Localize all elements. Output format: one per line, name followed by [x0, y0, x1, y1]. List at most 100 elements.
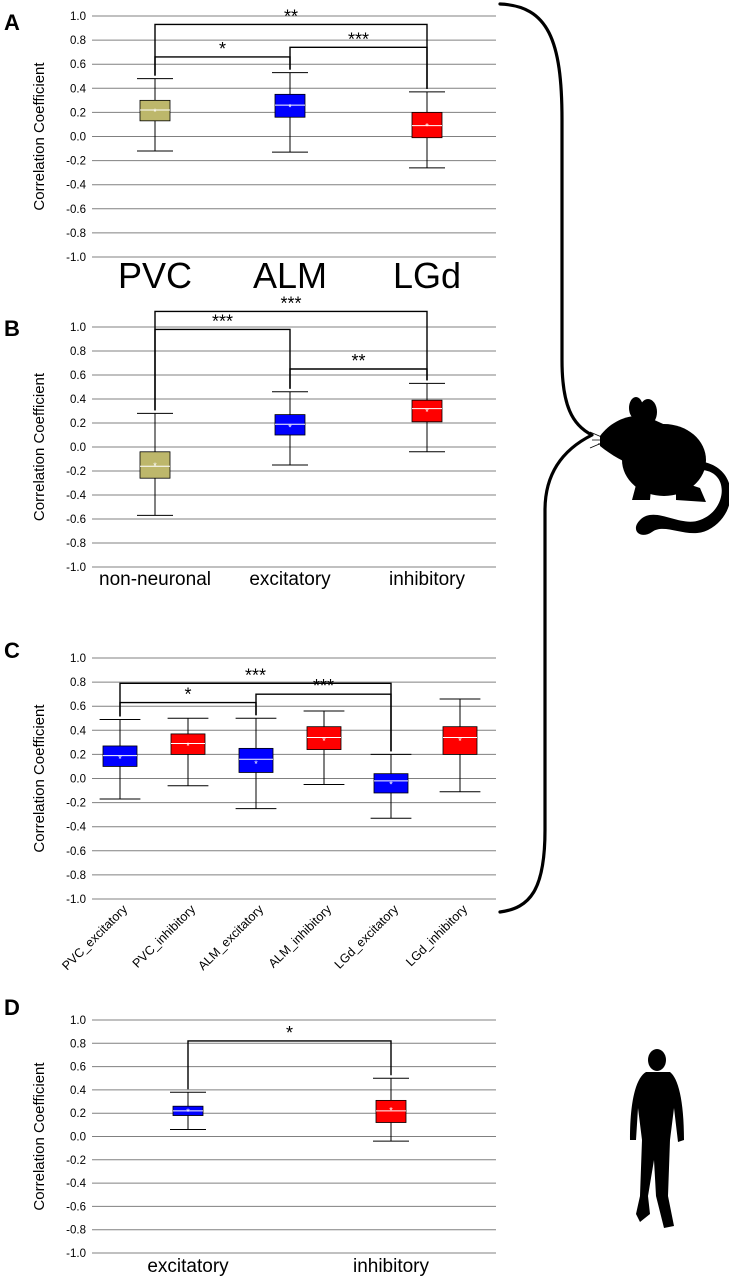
significance-bracket: ** — [289, 351, 428, 389]
y-tick-label: 0.2 — [70, 418, 86, 430]
significance-bracket: * — [119, 685, 257, 717]
significance-stars: *** — [212, 311, 233, 331]
mean-marker: * — [186, 741, 190, 751]
mean-marker: * — [186, 1107, 190, 1117]
curly-brace-icon — [498, 2, 594, 914]
y-tick-label: 0.0 — [70, 442, 86, 454]
iqr-box — [411, 112, 443, 139]
iqr-box — [274, 93, 306, 118]
iqr-box — [274, 414, 306, 436]
y-axis-label: Correlation Coefficient — [31, 1062, 48, 1211]
iqr-box — [373, 773, 409, 794]
significance-bracket: *** — [255, 676, 392, 752]
bracket-line — [154, 310, 428, 411]
significance-bracket: *** — [154, 311, 291, 411]
x-category-label: PVC — [118, 255, 192, 296]
y-tick-label: -0.4 — [66, 822, 86, 834]
x-category-label: LGd_excitatory — [332, 902, 402, 972]
mean-marker: * — [153, 461, 157, 471]
significance-bracket: *** — [289, 29, 428, 89]
significance-stars: * — [219, 39, 226, 59]
box-lgd-inhibitory: * — [439, 698, 481, 793]
x-category-label: excitatory — [249, 569, 331, 590]
iqr-box — [170, 733, 206, 755]
x-category-label: LGd — [393, 255, 461, 296]
x-category-label: ALM_inhibitory — [266, 902, 335, 971]
x-category-label: excitatory — [147, 1256, 229, 1277]
y-axis-label: Correlation Coefficient — [31, 704, 48, 853]
bracket-line — [154, 328, 291, 411]
y-tick-label: -0.8 — [66, 228, 86, 240]
box-alm: * — [272, 72, 308, 153]
y-tick-label: 0.8 — [70, 677, 86, 689]
panel-c: C 1.0 0.8 0.6 0.4 0.2 0.0 -0.2 -0.4 -0.6 -0.8 -1.0 C… — [4, 638, 496, 973]
x-category-label: ALM_excitatory — [195, 902, 266, 973]
panel-b: B 1.0 0.8 0.6 0.4 0.2 0.0 -0.2 -0.4 -0.6 -0.8 -1.0 C… — [4, 293, 496, 590]
y-tick-label: -1.0 — [66, 252, 86, 264]
significance-stars: *** — [348, 29, 369, 49]
y-tick-label: 0.4 — [70, 725, 87, 737]
significance-bracket: * — [154, 39, 291, 76]
y-tick-label: 0.4 — [70, 394, 87, 406]
y-tick-label: -0.8 — [66, 538, 86, 550]
mean-marker: * — [458, 736, 462, 746]
x-category-label: PVC_excitatory — [59, 902, 130, 973]
iqr-box — [306, 726, 342, 750]
mouse-silhouette-icon — [589, 397, 729, 535]
x-category-label: LGd_inhibitory — [403, 902, 470, 969]
box-excitatory: * — [170, 1091, 206, 1131]
x-category-label: inhibitory — [353, 1256, 430, 1277]
y-tick-label: -1.0 — [66, 894, 86, 906]
bracket-line — [255, 693, 392, 752]
y-tick-label: -0.4 — [66, 180, 86, 192]
x-category-label: non-neuronal — [99, 569, 211, 590]
x-category-label: inhibitory — [389, 569, 466, 590]
significance-stars: ** — [284, 6, 298, 26]
box-inhibitory: * — [373, 1077, 409, 1142]
y-tick-label: 1.0 — [70, 322, 86, 334]
y-tick-label: 0.8 — [70, 1038, 86, 1050]
significance-stars: *** — [245, 665, 266, 685]
y-tick-label: 0.4 — [70, 1085, 87, 1097]
panel-d: D 1.0 0.8 0.6 0.4 0.2 0.0 -0.2 -0.4 -0.6 -0.8 -1.0 C… — [4, 995, 496, 1277]
significance-stars: * — [286, 1023, 293, 1043]
mean-marker: * — [153, 107, 157, 117]
human-silhouette-icon — [630, 1049, 684, 1228]
panel-label: C — [4, 638, 20, 663]
mean-marker: * — [288, 102, 292, 112]
bracket-line — [154, 56, 291, 76]
y-tick-label: 0.8 — [70, 346, 86, 358]
iqr-box — [139, 99, 171, 122]
bracket-line — [289, 46, 428, 89]
y-tick-label: 0.0 — [70, 774, 86, 786]
bracket-line — [289, 368, 428, 389]
y-tick-label: -0.6 — [66, 204, 86, 216]
significance-bracket: * — [187, 1023, 392, 1090]
iqr-box — [238, 747, 274, 773]
mean-marker: * — [118, 754, 122, 764]
y-tick-label: 1.0 — [70, 11, 86, 23]
mean-marker: * — [425, 122, 429, 132]
y-tick-label: -0.2 — [66, 156, 86, 168]
mean-marker: * — [389, 779, 393, 789]
y-tick-label: -0.2 — [66, 1155, 86, 1167]
y-tick-label: 0.6 — [70, 1062, 86, 1074]
mean-marker: * — [288, 423, 292, 433]
y-tick-label: 0.8 — [70, 35, 86, 47]
iqr-box — [375, 1099, 407, 1123]
mean-marker: * — [254, 759, 258, 769]
y-tick-label: -1.0 — [66, 562, 86, 574]
iqr-box — [411, 399, 443, 423]
x-category-label: PVC_inhibitory — [130, 902, 199, 971]
y-tick-label: 1.0 — [70, 1015, 86, 1027]
panel-label: D — [4, 995, 20, 1020]
panel-label: A — [4, 10, 20, 35]
iqr-box — [139, 451, 171, 479]
y-tick-label: -0.4 — [66, 1178, 86, 1190]
box-inhibitory: * — [409, 382, 445, 453]
y-tick-label: -0.2 — [66, 798, 86, 810]
significance-stars: ** — [351, 351, 365, 371]
y-tick-label: 0.2 — [70, 1108, 86, 1120]
significance-stars: *** — [313, 676, 334, 696]
